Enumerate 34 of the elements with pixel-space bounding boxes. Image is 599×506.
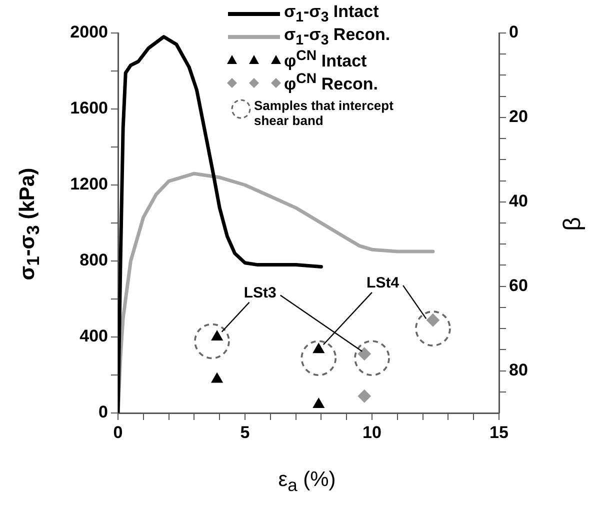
point [312,343,324,354]
y2-tick-label: 20 [509,107,528,126]
point [211,372,223,383]
y-tick-label: 400 [80,326,108,346]
legend-label: σ$_{1}$-σ$_{3}$ Intact [284,2,379,26]
point [358,347,371,360]
x-tick-label: 15 [490,422,508,442]
point [354,340,390,376]
x-tick-label: 10 [362,422,382,442]
point [312,398,324,408]
x-axis-title: ε$_{a}$ (%) [277,468,337,496]
y2-tick-label: 80 [509,360,528,380]
annotation: LSt3 [244,284,276,302]
legend-label: Samples that intercept shear band [254,98,394,128]
y-tick-label: 0 [98,402,108,422]
y-tick-label: 2000 [70,22,108,42]
y-tick-label: 1200 [70,174,108,194]
y-tick-label: 1600 [70,98,108,118]
y2-axis-title: β [558,217,587,231]
legend-label: σ$_{1}$-σ$_{3}$ Recon. [284,24,390,48]
point [194,323,230,360]
x-tick-label: 5 [240,422,250,442]
y2-tick-label: 0 [509,22,518,42]
point [426,314,440,327]
x-tick-label: 0 [113,422,123,442]
legend-label: φ$^{CN}$ Recon. [284,70,378,94]
point [300,340,337,376]
annotation: LSt4 [366,274,400,292]
legend-label: φ$^{CN}$ Intact [284,48,367,72]
point [358,390,371,403]
point [415,310,451,346]
y2-tick-label: 60 [509,276,528,296]
y-tick-label: 800 [80,250,108,270]
y2-tick-label: 40 [509,192,528,211]
